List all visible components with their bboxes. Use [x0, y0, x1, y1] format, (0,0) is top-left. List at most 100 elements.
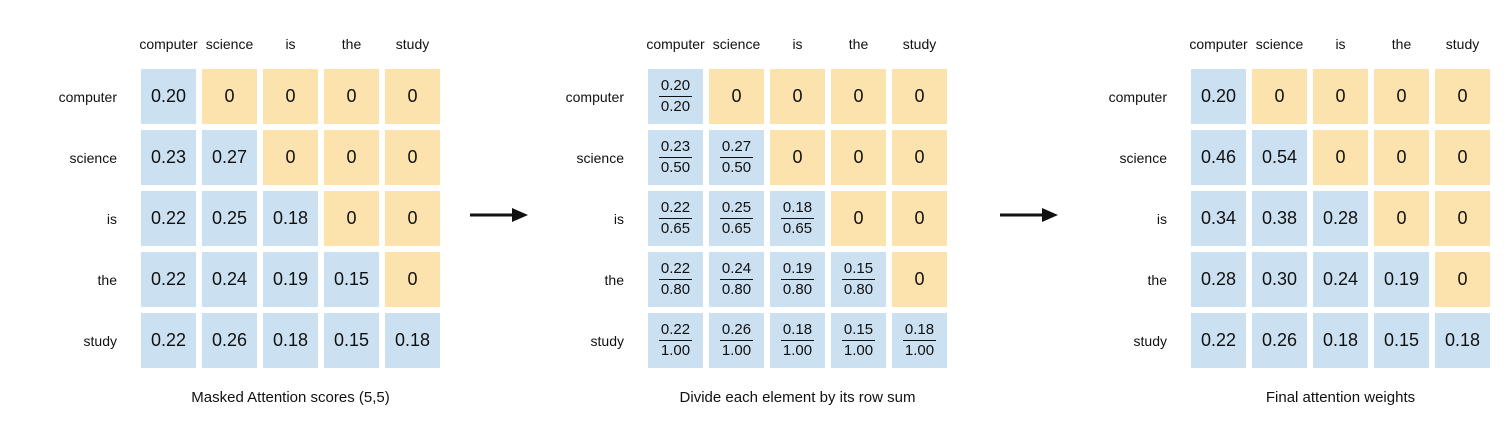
- matrix-cell: 0.46: [1191, 130, 1246, 185]
- row-label-is: is: [1156, 210, 1167, 227]
- col-header-study: study: [395, 35, 430, 52]
- matrix-cell: 0: [1435, 130, 1490, 185]
- matrix-cell: 0.24 0.80: [709, 252, 764, 307]
- row-label-computer: computer: [565, 88, 624, 105]
- fraction: 0.26 1.00: [719, 321, 754, 361]
- fraction-numerator: 0.27: [719, 138, 754, 158]
- col-header-computer: computer: [1189, 35, 1248, 52]
- fraction: 0.22 0.65: [658, 199, 693, 239]
- fraction-numerator: 0.26: [719, 321, 754, 341]
- matrix-cell: 0: [263, 130, 318, 185]
- matrix-cell: 0.22: [1191, 313, 1246, 368]
- panel-masked-scores: computer science is the study computer 0.20 0 0 0…: [30, 24, 440, 406]
- fraction-denominator: 1.00: [782, 342, 813, 359]
- fraction: 0.20 0.20: [658, 77, 693, 117]
- matrix-cell: 0.15 1.00: [831, 313, 886, 368]
- fraction-numerator: 0.18: [780, 199, 815, 219]
- row-label-computer: computer: [1108, 88, 1167, 105]
- arrow-right-icon: [1000, 208, 1058, 222]
- fraction-numerator: 0.23: [658, 138, 693, 158]
- row-label-is: is: [613, 210, 624, 227]
- matrix-cell: 0.15: [324, 313, 379, 368]
- col-header-study: study: [1445, 35, 1480, 52]
- matrix-cell: 0.18 0.65: [770, 191, 825, 246]
- col-header-science: science: [712, 35, 761, 52]
- fraction-denominator: 1.00: [660, 342, 691, 359]
- row-label-the: the: [1147, 271, 1167, 288]
- fraction-numerator: 0.22: [658, 260, 693, 280]
- arrow-right-icon: [470, 208, 528, 222]
- matrix-cell: 0.20: [141, 69, 196, 124]
- fraction: 0.18 1.00: [780, 321, 815, 361]
- matrix-cell: 0.22 1.00: [648, 313, 703, 368]
- col-header-science: science: [1255, 35, 1304, 52]
- matrix-cell: 0.15 0.80: [831, 252, 886, 307]
- matrix-cell: 0: [1435, 69, 1490, 124]
- row-label-science: science: [69, 149, 117, 166]
- matrix-cell: 0.18: [1435, 313, 1490, 368]
- fraction-numerator: 0.24: [719, 260, 754, 280]
- matrix-cell: 0: [892, 252, 947, 307]
- row-label-study: study: [83, 332, 117, 349]
- corner-spacer: [30, 24, 135, 63]
- corner-spacer: [537, 24, 642, 63]
- matrix-cell: 0.22: [141, 252, 196, 307]
- fraction-numerator: 0.18: [780, 321, 815, 341]
- col-header-the: the: [341, 35, 362, 52]
- matrix-cell: 0.24: [1313, 252, 1368, 307]
- matrix-cell: 0: [892, 191, 947, 246]
- matrix-cell: 0.25: [202, 191, 257, 246]
- matrix-cell: 0: [1374, 69, 1429, 124]
- matrix-cell: 0: [1374, 191, 1429, 246]
- fraction: 0.15 0.80: [841, 260, 876, 300]
- col-header-the: the: [1391, 35, 1412, 52]
- matrix-cell: 0: [770, 69, 825, 124]
- row-label-science: science: [576, 149, 624, 166]
- panel-final-weights: computer science is the study computer 0.20 0 0 0…: [1080, 24, 1490, 406]
- matrix-cell: 0.15: [1374, 313, 1429, 368]
- matrix-cell: 0.27: [202, 130, 257, 185]
- fraction-denominator: 0.20: [660, 98, 691, 115]
- fraction-numerator: 0.25: [719, 199, 754, 219]
- matrix-cell: 0.18: [263, 313, 318, 368]
- matrix-cell: 0: [831, 130, 886, 185]
- fraction-numerator: 0.19: [780, 260, 815, 280]
- matrix-cell: 0: [892, 130, 947, 185]
- matrix-cell: 0: [385, 191, 440, 246]
- matrix-cell: 0.22: [141, 313, 196, 368]
- matrix-cell: 0.22 0.80: [648, 252, 703, 307]
- matrix-cell: 0.26: [202, 313, 257, 368]
- matrix-cell: 0: [1435, 252, 1490, 307]
- fraction-denominator: 0.50: [660, 159, 691, 176]
- fraction-denominator: 0.80: [660, 281, 691, 298]
- matrix-cell: 0.22 0.65: [648, 191, 703, 246]
- matrix-cell: 0.26: [1252, 313, 1307, 368]
- fraction-denominator: 0.80: [721, 281, 752, 298]
- fraction-denominator: 0.50: [721, 159, 752, 176]
- col-header-computer: computer: [646, 35, 705, 52]
- matrix-cell: 0: [385, 252, 440, 307]
- row-label-the: the: [97, 271, 117, 288]
- fraction-numerator: 0.15: [841, 260, 876, 280]
- fraction-denominator: 0.65: [782, 220, 813, 237]
- fraction: 0.22 0.80: [658, 260, 693, 300]
- col-header-is: is: [285, 35, 296, 52]
- matrix-cell: 0: [385, 130, 440, 185]
- fraction-denominator: 1.00: [843, 342, 874, 359]
- panel-caption: Divide each element by its row sum: [679, 389, 916, 406]
- panel-caption: Masked Attention scores (5,5): [191, 389, 390, 406]
- matrix-cell: 0.30: [1252, 252, 1307, 307]
- matrix-cell: 0: [1252, 69, 1307, 124]
- row-label-is: is: [106, 210, 117, 227]
- panel-divide-row-sum: computer science is the study computer 0.20 0.2…: [537, 24, 947, 406]
- matrix-cell: 0.20: [1191, 69, 1246, 124]
- matrix-cell: 0: [324, 69, 379, 124]
- fraction-denominator: 0.65: [721, 220, 752, 237]
- col-header-computer: computer: [139, 35, 198, 52]
- fraction-denominator: 1.00: [904, 342, 935, 359]
- fraction-denominator: 1.00: [721, 342, 752, 359]
- fraction: 0.25 0.65: [719, 199, 754, 239]
- matrix-cell: 0.19 0.80: [770, 252, 825, 307]
- fraction-numerator: 0.22: [658, 199, 693, 219]
